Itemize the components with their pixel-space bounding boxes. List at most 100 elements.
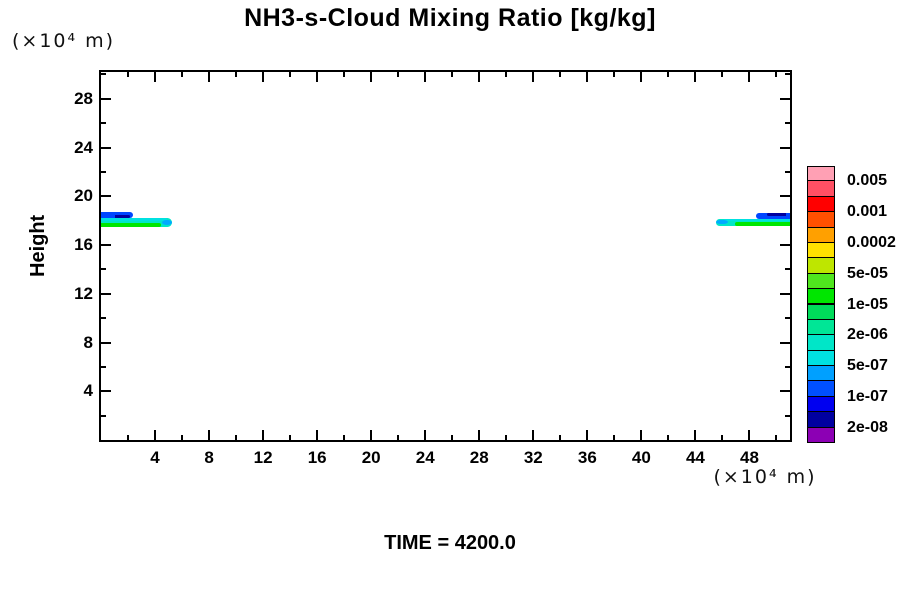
x-tick (316, 430, 319, 440)
colorbar-cell (807, 211, 835, 228)
x-tick-label: 24 (415, 448, 435, 467)
x-tick (640, 72, 643, 82)
y-tick (101, 244, 111, 247)
left-cloud-band-cyan (101, 218, 168, 222)
y-tick (785, 73, 790, 76)
y-tick (780, 292, 790, 295)
x-tick-label: 36 (577, 448, 597, 467)
plot-area (99, 70, 792, 442)
x-tick (397, 435, 400, 440)
x-tick (505, 435, 508, 440)
colorbar-cell (807, 411, 835, 428)
colorbar-label: 2e-06 (847, 326, 888, 344)
colorbar-label: 0.0002 (847, 233, 896, 251)
x-tick (748, 430, 751, 440)
x-tick (289, 72, 292, 77)
colorbar-cell (807, 380, 835, 397)
x-tick (505, 72, 508, 77)
y-tick-label: 28 (74, 88, 93, 108)
x-tick (613, 72, 616, 77)
x-tick-label: 12 (253, 448, 273, 467)
colorbar-label: 5e-07 (847, 357, 888, 375)
x-tick (370, 430, 373, 440)
y-tick (101, 390, 111, 393)
y-tick (780, 341, 790, 344)
colorbar-label: 0.001 (847, 203, 888, 221)
x-tick (424, 430, 427, 440)
x-tick (289, 435, 292, 440)
y-tick (780, 390, 790, 393)
chart-title: NH3-s-Cloud Mixing Ratio [kg/kg] (244, 4, 656, 32)
colorbar-cell (807, 241, 835, 259)
x-tick (478, 72, 481, 82)
x-tick (721, 435, 724, 440)
x-tick (451, 435, 454, 440)
y-tick (785, 268, 790, 271)
y-tick (780, 244, 790, 247)
x-tick (532, 72, 535, 82)
x-tick (721, 72, 724, 77)
y-tick (101, 146, 111, 149)
y-tick (780, 146, 790, 149)
right-cloud-band-blue (755, 213, 790, 220)
x-tick (775, 72, 778, 77)
x-tick (451, 72, 454, 77)
colorbar-cell (807, 318, 835, 336)
y-tick (785, 365, 790, 368)
colorbar-cell (807, 395, 835, 413)
x-tick (316, 72, 319, 82)
right-cloud-band-green (734, 222, 790, 226)
x-tick (127, 435, 130, 440)
x-tick (343, 72, 346, 77)
left-cloud-band-green (101, 223, 162, 227)
right-cloud-band-teal (716, 219, 790, 226)
colorbar-cell (807, 195, 835, 213)
x-tick (667, 72, 670, 77)
colorbar-cell (807, 334, 835, 351)
left-cloud-band-blue (101, 211, 134, 219)
y-tick (785, 122, 790, 125)
x-tick (424, 72, 427, 82)
x-tick (127, 72, 130, 77)
y-tick (101, 292, 111, 295)
x-tick (181, 72, 184, 77)
x-tick (208, 72, 211, 82)
x-tick-label: 32 (523, 448, 543, 467)
x-tick (235, 435, 238, 440)
x-tick (613, 435, 616, 440)
x-tick (694, 430, 697, 440)
x-tick (559, 72, 562, 77)
x-tick (181, 435, 184, 440)
x-tick (397, 72, 400, 77)
y-tick (101, 97, 111, 100)
y-tick-label: 20 (74, 186, 93, 206)
y-tick-label: 4 (83, 381, 93, 401)
y-tick (101, 195, 111, 198)
x-tick (748, 72, 751, 82)
x-tick-label: 16 (307, 448, 327, 467)
colorbar-cell (807, 272, 835, 290)
x-tick-label: 20 (361, 448, 381, 467)
colorbar-label: 1e-07 (847, 387, 888, 405)
x-tick (586, 430, 589, 440)
x-tick-label: 4 (150, 448, 160, 467)
y-tick (101, 365, 106, 368)
right-cloud-band-navy (767, 213, 786, 217)
time-label: TIME = 4200.0 (384, 532, 516, 554)
x-tick (775, 435, 778, 440)
x-tick-label: 48 (740, 448, 759, 467)
x-tick (262, 430, 265, 440)
x-tick (667, 435, 670, 440)
y-tick (780, 195, 790, 198)
y-tick (780, 97, 790, 100)
y-tick (785, 170, 790, 173)
colorbar-cell (807, 365, 835, 382)
y-tick (101, 341, 111, 344)
right-cloud-band-cyan (723, 219, 790, 222)
colorbar-cell (807, 226, 835, 243)
colorbar-cell (807, 257, 835, 274)
left-cloud-band-navy (115, 215, 131, 219)
colorbar-cell (807, 426, 835, 443)
y-tick-label: 8 (83, 332, 93, 352)
left-cloud-tip-blue (161, 220, 172, 226)
